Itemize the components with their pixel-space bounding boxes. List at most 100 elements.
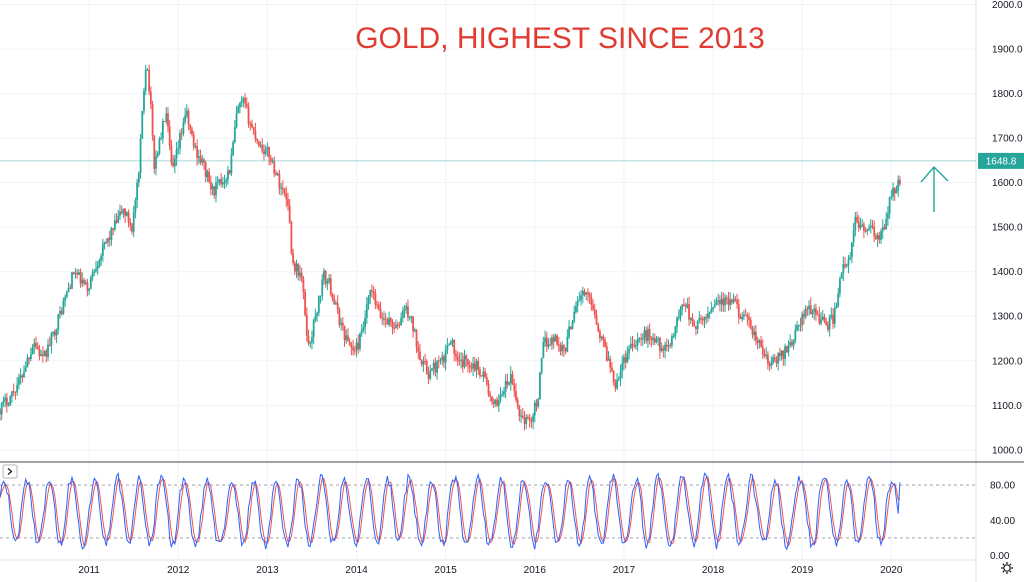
candle-body xyxy=(335,302,337,305)
candle-body xyxy=(804,308,807,318)
candle-body xyxy=(357,342,360,349)
candle-body xyxy=(537,399,540,407)
price-axis: 1000.0 1100.0 1200.0 1300.0 1400.0 1500.0 1600… xyxy=(978,0,1024,562)
candle-body xyxy=(585,292,588,295)
candle-body xyxy=(789,342,792,345)
candle-body xyxy=(679,309,682,318)
candle-body xyxy=(796,325,798,331)
candle-body xyxy=(583,291,586,295)
candle-body xyxy=(761,346,764,354)
candle-body xyxy=(491,396,493,402)
candle-body xyxy=(110,228,113,240)
candle-body xyxy=(828,316,831,330)
candle-body xyxy=(559,344,562,352)
candle-body xyxy=(113,220,116,230)
candle-body xyxy=(88,288,91,291)
candle-body xyxy=(460,359,462,361)
candle-body xyxy=(155,156,157,169)
candle-body xyxy=(780,350,783,357)
candle-body xyxy=(785,346,788,353)
time-tick-label: 2015 xyxy=(435,565,458,576)
candle-body xyxy=(167,113,169,127)
candle-body xyxy=(389,318,392,322)
candle-body xyxy=(592,304,594,310)
candle-body xyxy=(624,357,627,363)
candle-body xyxy=(365,304,368,319)
candle-body xyxy=(247,106,250,124)
candle-body xyxy=(237,106,240,114)
candle-body xyxy=(561,345,564,352)
candle-body xyxy=(549,344,552,346)
candle-body xyxy=(492,401,495,404)
candle-body xyxy=(629,343,632,349)
candle-body xyxy=(275,173,277,176)
gear-icon xyxy=(1001,562,1013,574)
candle-body xyxy=(744,314,747,316)
candle-body xyxy=(563,345,565,349)
candle-body xyxy=(105,242,108,244)
candle-body xyxy=(72,272,75,274)
candle-body xyxy=(21,375,24,378)
candle-body xyxy=(146,69,149,71)
candle-body xyxy=(355,342,358,351)
candle-body xyxy=(410,316,413,318)
candle-body xyxy=(557,344,560,346)
time-tick-label: 2011 xyxy=(78,565,100,576)
candle-body xyxy=(811,312,814,315)
candle-body xyxy=(374,293,377,305)
candle-body xyxy=(767,354,769,364)
candle-body xyxy=(81,279,84,284)
candle-body xyxy=(693,320,696,327)
candle-body xyxy=(465,355,468,360)
candle-body xyxy=(511,374,514,385)
candle-body xyxy=(808,305,810,309)
candle-body xyxy=(331,294,334,299)
candle-body xyxy=(479,369,481,376)
candle-body xyxy=(427,373,430,379)
candle-body xyxy=(134,200,137,213)
time-tick-label: 2020 xyxy=(880,565,903,576)
candle-body xyxy=(470,367,473,369)
candle-body xyxy=(691,317,694,321)
candle-body xyxy=(74,272,77,274)
candle-body xyxy=(89,277,92,289)
candle-body xyxy=(415,329,418,348)
settings-button[interactable] xyxy=(1001,562,1013,574)
candle-body xyxy=(64,296,67,301)
candle-body xyxy=(715,301,718,305)
candle-body xyxy=(873,226,876,237)
candle-body xyxy=(175,149,178,159)
candle-body xyxy=(98,260,101,266)
candle-body xyxy=(840,273,843,279)
candle-body xyxy=(251,124,253,128)
time-tick-label: 2017 xyxy=(613,565,636,576)
candle-body xyxy=(299,272,301,277)
price-tick-label: 1600.0 xyxy=(992,178,1023,189)
candle-body xyxy=(547,344,550,347)
candle-body xyxy=(312,320,315,338)
candle-body xyxy=(587,292,589,294)
candle-body xyxy=(221,182,224,185)
candle-body xyxy=(784,346,786,359)
candle-body xyxy=(143,90,145,111)
candle-body xyxy=(227,170,229,180)
candle-body xyxy=(569,326,572,329)
candle-body xyxy=(593,309,596,315)
candle-body xyxy=(743,314,745,317)
candle-body xyxy=(868,227,870,229)
candle-body xyxy=(684,306,687,308)
price-candles xyxy=(0,64,976,431)
candle-body xyxy=(731,299,733,303)
candle-body xyxy=(119,211,121,216)
candle-body xyxy=(257,140,260,146)
candle-body xyxy=(401,310,404,319)
candle-body xyxy=(720,298,723,305)
candle-body xyxy=(652,338,654,341)
candle-body xyxy=(857,221,860,228)
candle-body xyxy=(518,405,521,417)
candle-body xyxy=(734,298,737,300)
collapse-button[interactable] xyxy=(2,464,18,479)
candle-body xyxy=(244,97,247,104)
candle-body xyxy=(302,278,305,292)
candle-body xyxy=(890,196,893,198)
